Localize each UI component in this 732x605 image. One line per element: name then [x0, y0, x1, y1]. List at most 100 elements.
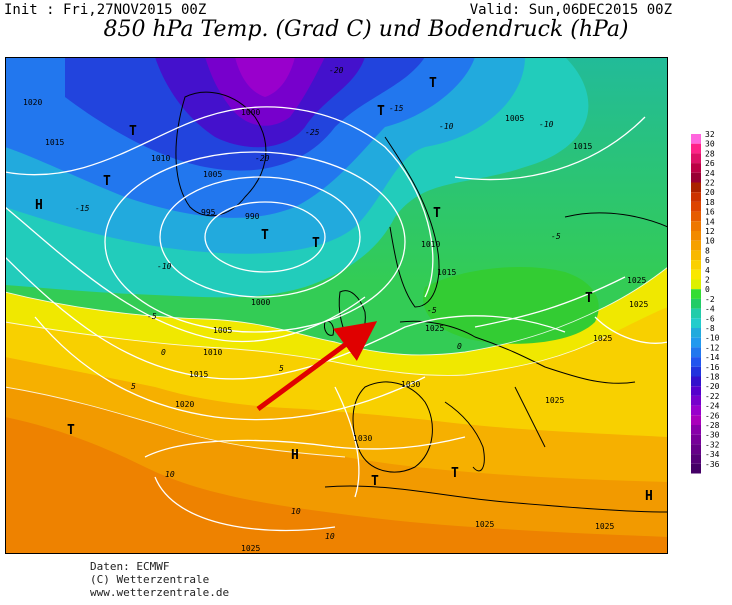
isobar-label: 1030 [353, 434, 372, 443]
legend-swatch [691, 444, 701, 455]
legend-label: -24 [705, 402, 720, 411]
legend-label: -4 [705, 305, 715, 314]
coastlines [175, 91, 668, 513]
isotherm-label: -10 [157, 262, 172, 271]
isobar-label: 1015 [573, 142, 592, 151]
low-center: T [585, 291, 593, 306]
isobar-label: 1025 [545, 396, 564, 405]
legend-label: 12 [705, 227, 715, 236]
temperature-legend: 32302826242220181614121086420-2-4-6-8-10… [691, 130, 720, 474]
legend-swatch [691, 347, 701, 358]
isotherm-label: -25 [305, 128, 320, 137]
legend-label: -28 [705, 421, 720, 430]
legend-swatch [691, 269, 701, 280]
legend-swatch [691, 211, 701, 222]
legend-label: -34 [705, 450, 720, 459]
isotherm-label: 0 [457, 342, 462, 351]
isotherm-label: -5 [551, 232, 561, 241]
isobar-label: 1025 [595, 522, 614, 531]
legend-label: 26 [705, 159, 715, 168]
init-time-label: Init : Fri,27NOV2015 00Z [4, 2, 207, 18]
isobar-labels: 1020 1015 1010 1005 1000 995 990 1000 10… [23, 98, 648, 553]
legend-label: 32 [705, 130, 715, 139]
isotherm-label: 5 [279, 364, 284, 373]
isotherm-label: 10 [325, 532, 335, 541]
isobar-label: 1005 [203, 170, 222, 179]
isotherm-label: 10 [291, 507, 301, 516]
isotherm-label: -10 [439, 122, 454, 131]
legend-swatch [691, 337, 701, 348]
legend-swatch [691, 366, 701, 377]
legend-swatch [691, 463, 701, 474]
low-center: T [129, 124, 137, 139]
isotherm-label: 10 [165, 470, 175, 479]
legend-swatch [691, 308, 701, 319]
legend-label: 2 [705, 276, 710, 285]
legend-swatch [691, 454, 701, 464]
legend-label: -30 [705, 431, 720, 440]
legend-label: -12 [705, 343, 720, 352]
legend-label: -20 [705, 382, 720, 391]
legend-swatch [691, 260, 701, 270]
valid-time-label: Valid: Sun,06DEC2015 00Z [469, 2, 672, 18]
isotherm-label: -5 [147, 312, 157, 321]
legend-label: -18 [705, 373, 720, 382]
credit-copyright: (C) Wetterzentrale [90, 573, 210, 586]
low-center: T [429, 76, 437, 91]
low-center: T [103, 174, 111, 189]
isobar-label: 990 [245, 212, 260, 221]
isobar-label: 1015 [189, 370, 208, 379]
isobar-label: 1020 [175, 400, 194, 409]
low-center: T [377, 104, 385, 119]
red-arrow [256, 321, 378, 412]
legend-label: -10 [705, 334, 720, 343]
legend-label: 28 [705, 149, 715, 158]
legend-label: -2 [705, 295, 715, 304]
legend-label: 30 [705, 140, 715, 149]
weather-map: T T T T T T T T T T T H H H 1020 1015 10… [5, 57, 668, 554]
legend-swatch [691, 250, 701, 261]
isobar-label: 1030 [401, 380, 420, 389]
isobar-label: 1025 [629, 300, 648, 309]
legend-label: 4 [705, 266, 710, 275]
legend-label: -16 [705, 363, 720, 372]
legend-swatch [691, 279, 701, 290]
isotherm-label: 0 [161, 348, 166, 357]
isobar-label: 1015 [45, 138, 64, 147]
low-center: T [433, 206, 441, 221]
high-center: H [291, 448, 299, 463]
isobars [5, 106, 668, 532]
isobar-label: 1025 [627, 276, 646, 285]
legend-swatch [691, 405, 701, 416]
legend-label: 22 [705, 179, 715, 188]
legend-swatch [691, 289, 701, 299]
isobar-label: 1005 [213, 326, 232, 335]
legend-swatch [691, 415, 701, 425]
isobar-label: 1010 [203, 348, 222, 357]
low-center: T [261, 228, 269, 243]
legend-label: -14 [705, 353, 720, 362]
isobar-label: 1025 [593, 334, 612, 343]
legend-swatch [691, 134, 701, 144]
legend-swatch [691, 425, 701, 435]
legend-label: 10 [705, 237, 715, 246]
legend-swatch [691, 231, 701, 241]
isobar-label: 1000 [241, 108, 260, 117]
legend-label: -8 [705, 324, 715, 333]
isotherm-label: -20 [329, 66, 344, 75]
temperature-field [5, 57, 668, 554]
isobar-label: 1025 [425, 324, 444, 333]
legend-swatch [691, 376, 701, 387]
legend-label: 14 [705, 217, 715, 226]
legend-swatch [691, 386, 701, 396]
isotherm-label: -20 [255, 154, 270, 163]
legend-label: -22 [705, 392, 720, 401]
legend-label: 20 [705, 188, 715, 197]
legend-label: -6 [705, 314, 715, 323]
isobar-label: 1025 [475, 520, 494, 529]
credit-website: www.wetterzentrale.de [90, 586, 230, 599]
legend-swatch [691, 221, 701, 231]
isotherm-label: 5 [131, 382, 136, 391]
legend-swatch [691, 143, 701, 154]
legend-swatch [691, 172, 701, 183]
